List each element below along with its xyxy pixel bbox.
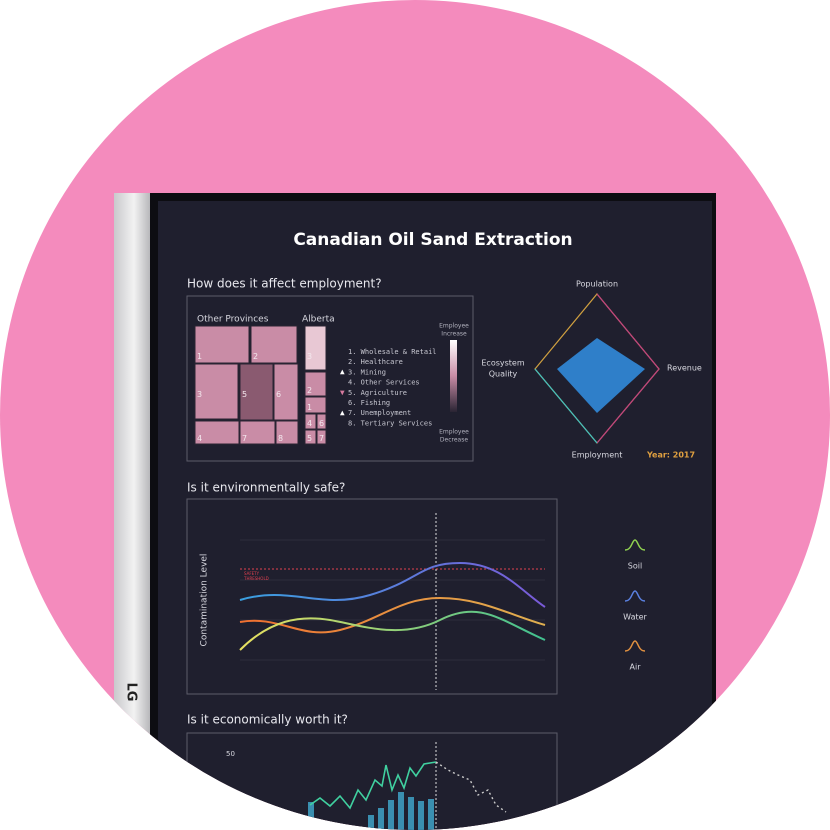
- cell-label: 6: [276, 390, 281, 399]
- treemap-cell: [275, 420, 299, 445]
- monitor-frame: [114, 193, 154, 830]
- treemap-cell: [304, 371, 327, 397]
- cell-label: 4: [197, 434, 202, 443]
- year: Year: 2017: [646, 451, 695, 460]
- water-line: [239, 561, 546, 608]
- legend-icon: [624, 590, 646, 602]
- legend-icon: [624, 640, 646, 652]
- arrow-up: ▲: [340, 410, 345, 417]
- legend-item: 6. Fishing: [348, 399, 390, 407]
- threshold-label: SAFETY: [244, 571, 260, 576]
- legend-item: 4. Other Services: [348, 379, 420, 387]
- cell-label: 1: [197, 352, 202, 361]
- radar-label: Employment: [572, 451, 623, 460]
- forecast-line: [435, 761, 507, 813]
- panel: [186, 498, 558, 695]
- legend-item: 8. Tertiary Services: [348, 419, 432, 427]
- cell-label: 3: [307, 352, 312, 361]
- group-label: Alberta: [302, 315, 335, 325]
- cell-label: 3: [197, 390, 202, 399]
- screen: [158, 201, 712, 830]
- bars: [308, 792, 434, 830]
- treemap-cell: [194, 420, 240, 445]
- tick-label: 50: [226, 750, 235, 758]
- treemap-cell: [304, 396, 327, 414]
- panel: [186, 295, 474, 462]
- treemap-cell: [194, 325, 250, 364]
- legend-label: Air: [630, 663, 642, 672]
- legend-item: 7. Unemployment: [348, 409, 411, 417]
- brand: LG: [124, 683, 139, 702]
- cell-label: 5: [242, 390, 247, 399]
- radar-label: Revenue: [667, 364, 702, 373]
- heading: Is it environmentally safe?: [187, 481, 345, 495]
- treemap-cell: [304, 429, 317, 445]
- treemap-cell: [304, 325, 327, 371]
- legend-item: 1. Wholesale & Retail: [348, 348, 437, 356]
- cell-label: 6: [319, 419, 324, 428]
- legend: 1. Wholesale & Retail 2. Healthcare 3. Min…: [348, 348, 437, 427]
- treemap-cell: [194, 363, 239, 420]
- cell-label: 7: [242, 434, 247, 443]
- treemap-cell: [239, 420, 276, 445]
- revenue-line: [309, 761, 437, 810]
- threshold-label: THRESHOLD: [243, 576, 269, 581]
- heading: How does it affect employment?: [187, 277, 382, 291]
- treemap-cell: [239, 363, 274, 421]
- cell-label: 1: [307, 403, 312, 412]
- treemap-cell: [316, 413, 327, 430]
- cell-label: 7: [319, 434, 324, 443]
- cell-label: 2: [307, 386, 312, 395]
- legend-item: 3. Mining: [348, 368, 386, 376]
- air-line: [239, 596, 546, 634]
- title: Canadian Oil Sand Extraction: [293, 230, 572, 250]
- cell-label: 8: [278, 434, 283, 443]
- legend-icon: [624, 539, 646, 551]
- scale-label: Employee: [439, 323, 469, 330]
- heading: Is it economically worth it?: [187, 713, 348, 727]
- scale-label: Employee: [439, 429, 469, 436]
- cell-label: 5: [307, 434, 312, 443]
- arrow-down: ▼: [340, 390, 345, 397]
- radar-label: Population: [576, 280, 618, 289]
- scale-label: Decrease: [440, 437, 468, 444]
- radar-label: Quality: [489, 370, 518, 379]
- y-axis-label: Contamination Level: [200, 554, 210, 647]
- radar-label: Ecosystem: [481, 359, 524, 368]
- treemap-cell: [316, 429, 327, 445]
- soil-line: [239, 610, 546, 651]
- radar-area: [557, 338, 645, 413]
- group-label: Other Provinces: [197, 315, 269, 325]
- treemap-cell: [304, 413, 317, 430]
- scale-bar: [450, 340, 457, 412]
- arrow-up: ▲: [340, 369, 345, 376]
- legend-item: 2. Healthcare: [348, 358, 403, 366]
- legend-label: Soil: [628, 562, 642, 571]
- legend-item: 5. Agriculture: [348, 389, 407, 397]
- cell-label: 4: [307, 419, 312, 428]
- cell-label: 2: [253, 352, 258, 361]
- scale-label: Increase: [441, 331, 467, 338]
- treemap-cell: [250, 325, 298, 364]
- legend-label: Water: [623, 613, 647, 622]
- treemap-cell: [273, 363, 299, 421]
- radar-outline: [534, 368, 598, 444]
- radar-outline: [596, 293, 660, 444]
